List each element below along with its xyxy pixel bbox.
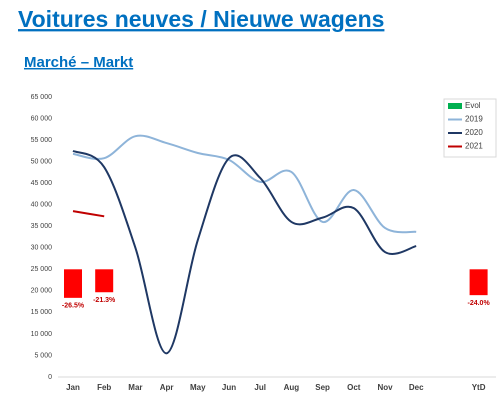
y-tick-label: 40 000 (31, 202, 53, 209)
x-tick-label: Apr (160, 383, 174, 392)
chart-subtitle: Marché – Markt (24, 54, 133, 71)
legend-label: Evol (465, 101, 481, 110)
x-tick-label: Mar (128, 383, 142, 392)
y-tick-label: 50 000 (31, 158, 53, 165)
chart-title: Voitures neuves / Nieuwe wagens (18, 6, 384, 32)
y-tick-label: 25 000 (31, 266, 53, 273)
data-label: -24.0% (468, 300, 491, 307)
y-tick-label: 65 000 (31, 94, 53, 101)
legend-swatch (448, 103, 462, 109)
x-tick-label: Feb (97, 383, 111, 392)
x-tick-label: Aug (284, 383, 300, 392)
bar (95, 269, 114, 293)
bar (64, 269, 82, 298)
x-tick-label: Jan (66, 383, 80, 392)
y-tick-label: 35 000 (31, 223, 53, 230)
x-tick-label: Dec (409, 383, 424, 392)
line-series (72, 149, 417, 355)
y-tick-label: 20 000 (31, 288, 53, 295)
x-tick-label: YtD (472, 383, 486, 392)
x-tick-label: Jun (222, 383, 236, 392)
legend-label: 2020 (465, 128, 483, 137)
legend-label: 2019 (465, 115, 483, 124)
line-series (72, 210, 105, 218)
x-tick-label: May (190, 383, 206, 392)
y-tick-label: 30 000 (31, 245, 53, 252)
y-tick-label: 45 000 (31, 180, 53, 187)
x-tick-label: Oct (347, 383, 361, 392)
legend-label: 2021 (465, 142, 483, 151)
x-tick-label: Nov (377, 383, 393, 392)
line-series (72, 134, 417, 234)
y-tick-label: 55 000 (31, 137, 53, 144)
x-tick-label: Sep (315, 383, 330, 392)
y-tick-label: 15 000 (31, 309, 53, 316)
bar (469, 269, 488, 296)
y-tick-label: 60 000 (31, 115, 53, 122)
y-tick-label: 5 000 (34, 352, 52, 359)
data-label: -21.3% (93, 297, 116, 304)
y-tick-label: 0 (48, 374, 52, 381)
y-tick-label: 10 000 (31, 331, 53, 338)
x-tick-label: Jul (254, 383, 266, 392)
data-label: -26.5% (62, 303, 85, 310)
